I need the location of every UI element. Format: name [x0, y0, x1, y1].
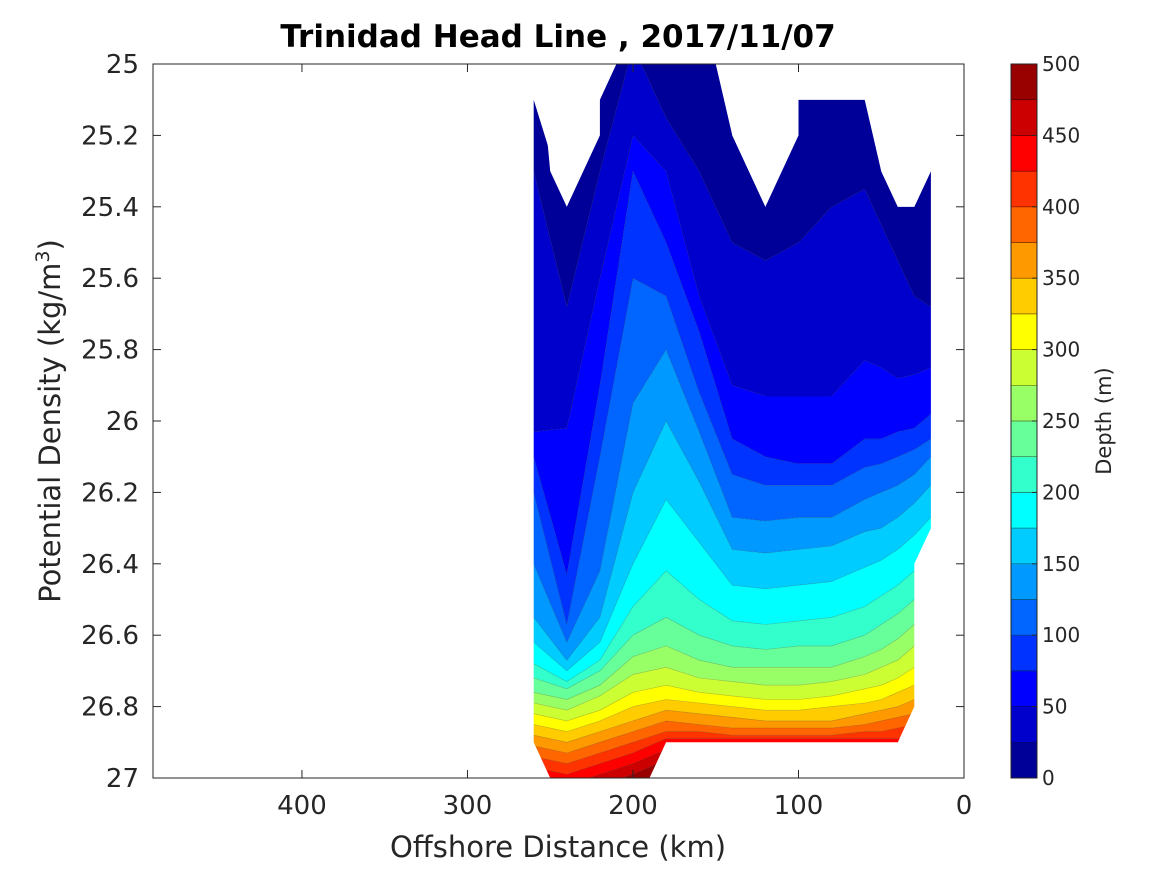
x-tick-label: 400	[277, 791, 327, 821]
y-tick-label: 26.2	[81, 478, 139, 508]
colorbar-tick-label: 250	[1042, 409, 1080, 433]
contour-line-325	[533, 677, 931, 732]
contour-band-50	[533, 135, 931, 575]
x-tick-label: 100	[774, 791, 824, 821]
colorbar: 0 50 100 150 200 250 300 350 400 450 500	[1010, 52, 1080, 790]
y-tick-label: 26	[106, 407, 139, 437]
contour-line-275	[533, 634, 931, 711]
x-axis: 400 300 200 100 0	[277, 64, 972, 821]
y-tick-label: 25	[106, 50, 139, 80]
y-tick-label: 26.6	[81, 621, 139, 651]
contour-line-75	[533, 170, 931, 575]
colorbar-segment	[1011, 313, 1037, 351]
x-tick-label: 200	[608, 791, 658, 821]
colorbar-segment	[1011, 528, 1037, 565]
contour-band-375	[533, 710, 931, 764]
contour-band-300	[533, 660, 931, 732]
contour-line-200	[533, 549, 931, 682]
contour-band-150	[533, 421, 931, 671]
x-tick-label: 300	[443, 791, 493, 821]
contour-band-125	[533, 349, 931, 661]
colorbar-tick-label: 200	[1042, 480, 1080, 504]
colorbar-tick-label: 400	[1042, 195, 1080, 219]
colorbar-tick-label: 50	[1042, 695, 1067, 719]
colorbar-tick-label: 0	[1042, 766, 1055, 790]
contour-line-225	[533, 581, 931, 690]
contour-line-125	[533, 348, 931, 644]
contour-line-350	[533, 695, 931, 743]
colorbar-segment	[1011, 278, 1037, 315]
colorbar-tick-label: 150	[1042, 552, 1080, 576]
contour-band-350	[533, 695, 931, 753]
x-axis-label: Offshore Distance (km)	[390, 830, 726, 864]
contour-line-375	[533, 709, 931, 754]
contour-line-400	[533, 724, 931, 765]
contour-band-225	[533, 581, 931, 700]
colorbar-segment	[1011, 563, 1037, 600]
y-tick-label: 27	[106, 764, 139, 794]
y-tick-label: 26.4	[81, 550, 139, 580]
contour-band-0	[533, 64, 931, 307]
colorbar-tick-label: 500	[1042, 52, 1080, 76]
colorbar-label: Depth (m)	[1092, 367, 1116, 474]
colorbar-segment	[1011, 349, 1037, 386]
colorbar-tick-label: 350	[1042, 266, 1080, 290]
colorbar-segment	[1011, 742, 1037, 779]
y-axis-label: Potential Density (kg/m3)	[32, 239, 67, 603]
colorbar-tick-label: 300	[1042, 338, 1080, 362]
contour-band-175	[533, 499, 931, 682]
colorbar-tick-label: 100	[1042, 623, 1080, 647]
y-tick-label: 26.8	[81, 693, 139, 723]
contour-band-325	[533, 678, 931, 743]
contour-line-150	[533, 420, 931, 661]
x-tick-label: 0	[956, 791, 973, 821]
contour-line-50	[533, 134, 931, 432]
colorbar-segment	[1011, 242, 1037, 279]
colorbar-segment	[1011, 635, 1037, 672]
colorbar-segment	[1011, 171, 1037, 208]
colorbar-segment	[1011, 599, 1037, 636]
chart-title: Trinidad Head Line , 2017/11/07	[280, 19, 835, 55]
y-axis-label-superscript: 3	[32, 250, 54, 262]
contour-band-25	[533, 64, 931, 432]
contour-line-425	[533, 734, 931, 775]
contour-band-200	[533, 549, 931, 689]
colorbar-segment	[1011, 135, 1037, 172]
contour-band-100	[533, 278, 931, 643]
colorbar-tick-label: 450	[1042, 123, 1080, 147]
contour-band-250	[533, 610, 931, 711]
colorbar-segment	[1011, 670, 1037, 708]
contour-line-100	[533, 277, 931, 625]
colorbar-segment	[1011, 99, 1037, 136]
contour-band-75	[533, 171, 931, 625]
colorbar-segment	[1011, 385, 1037, 422]
contour-line-300	[533, 659, 931, 722]
contour-line-175	[533, 498, 931, 672]
y-tick-label: 25.6	[81, 264, 139, 294]
colorbar-segment	[1011, 492, 1037, 529]
y-axis: 25 25.2 25.4 25.6 25.8 26 26.2 26.4 26.6 26.8 27	[81, 50, 964, 794]
colorbar-segment	[1011, 206, 1037, 243]
colorbar-segment	[1011, 64, 1037, 101]
contour-band-400	[533, 724, 931, 775]
contour-line-25	[533, 64, 931, 308]
colorbar-segment	[1011, 706, 1037, 743]
colorbar-segment	[1011, 421, 1037, 458]
contour-band-275	[533, 635, 931, 721]
y-tick-label: 25.2	[81, 121, 139, 151]
y-tick-label: 25.8	[81, 336, 139, 366]
colorbar-segment	[1011, 456, 1037, 493]
y-tick-label: 25.4	[81, 193, 139, 223]
contour-line-250	[533, 609, 931, 700]
plot-area	[152, 63, 965, 779]
